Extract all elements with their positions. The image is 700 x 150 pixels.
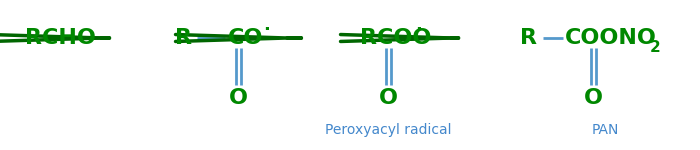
Text: ·: · [415,21,422,39]
Text: O: O [379,88,398,108]
Text: Peroxyacyl radical: Peroxyacyl radical [325,123,452,137]
Text: 2: 2 [650,40,661,56]
Text: ·: · [263,21,270,39]
Text: R: R [175,28,192,48]
Text: O: O [584,88,603,108]
Text: O: O [228,88,248,108]
Text: CO: CO [228,28,263,48]
Text: RCOO: RCOO [360,28,431,48]
Text: RCHO: RCHO [25,28,96,48]
Text: COONO: COONO [565,28,657,48]
Text: R: R [520,28,537,48]
Text: PAN: PAN [592,123,619,137]
